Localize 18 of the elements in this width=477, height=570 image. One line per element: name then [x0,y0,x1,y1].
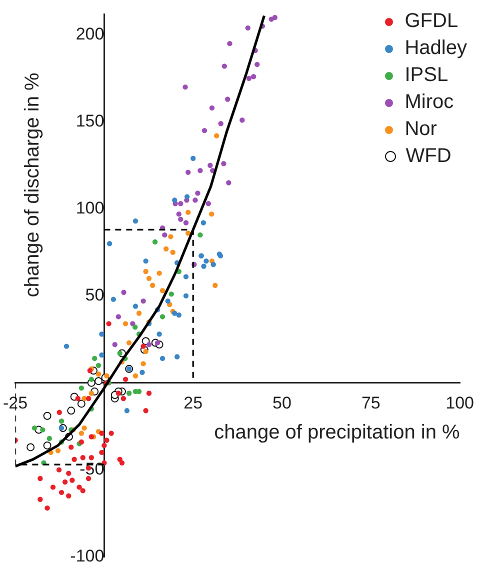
legend-label: Miroc [404,90,454,115]
y-tick-label: 150 [76,112,104,131]
legend-label: IPSL [404,63,448,88]
x-axis-title: change of precipitation in % [214,422,460,444]
y-axis-title: change of discharge in % [22,72,44,298]
y-tick-label: 200 [76,24,104,44]
legend-label: WFD [406,144,452,169]
y-tick-label: 100 [76,198,104,218]
x-tick-label: 50 [272,394,292,413]
x-tick-label: 100 [446,394,474,413]
legend-label: Nor [404,117,437,142]
x-tick-label: -25 [2,394,28,413]
legend-label: Hadley [404,36,467,61]
y-tick-label: 50 [85,286,104,305]
x-tick-label: 25 [184,394,203,413]
legend-label: GFDL [404,9,458,34]
y-tick-label: -100 [70,546,104,566]
x-tick-label: 75 [361,394,380,413]
